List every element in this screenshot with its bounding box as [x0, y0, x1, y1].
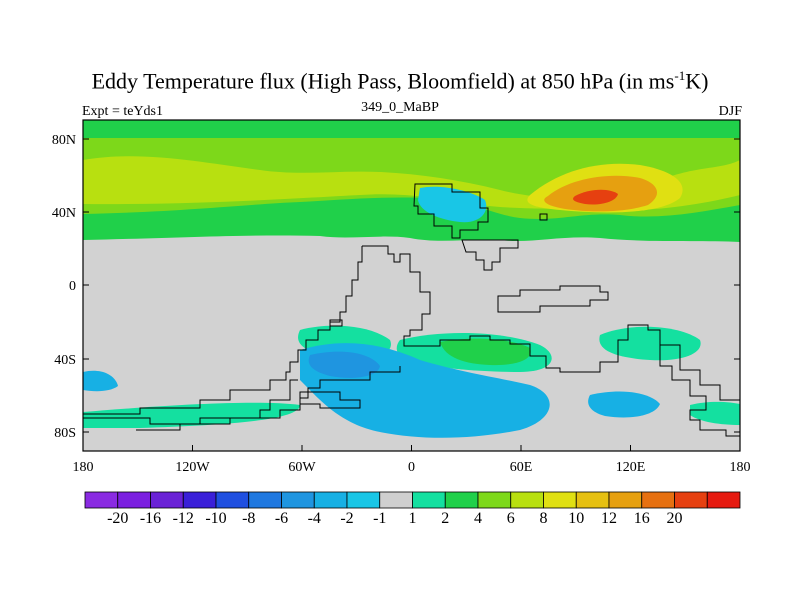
colorbar-label: 20	[666, 510, 683, 527]
colorbar-label: 8	[539, 510, 548, 527]
coastline-australia	[659, 345, 740, 437]
lat-tick-label: 0	[69, 279, 76, 294]
colorbar-swatch	[477, 491, 512, 509]
colorbar-label: 4	[474, 510, 482, 527]
coastline-main	[362, 245, 740, 401]
latitude-ticks: 80N 40N 0 40S 80S	[52, 133, 740, 441]
colorbar-label: 6	[506, 510, 515, 527]
colorbar-swatch	[444, 491, 479, 509]
lon-tick-label: 0	[408, 460, 415, 475]
colorbar-swatch	[313, 491, 348, 509]
colorbar-swatch	[379, 491, 413, 509]
coastline-asia	[461, 239, 519, 271]
flux-region-neg-3	[588, 391, 660, 418]
colorbar-label: 1	[408, 510, 417, 527]
map-panel	[83, 120, 740, 451]
colorbar-swatch	[150, 491, 184, 509]
colorbar-swatch	[674, 491, 708, 509]
colorbar-label: -6	[274, 510, 289, 527]
lon-tick-label: 180	[730, 460, 751, 475]
flux-region-8	[527, 163, 683, 213]
lat-tick-label: 40S	[54, 353, 76, 368]
lon-tick-label: 60E	[510, 460, 533, 475]
coastline-europe	[413, 183, 489, 239]
flux-region-neg-4	[308, 351, 380, 378]
flux-region-12	[544, 175, 658, 212]
flux-region-neg-5	[83, 370, 118, 392]
title-main: Eddy Temperature flux (High Pass, Bloomf…	[91, 68, 675, 94]
lon-tick-label: 180	[73, 460, 94, 475]
lon-tick-label: 60W	[288, 460, 316, 475]
flux-region-s4	[599, 326, 701, 361]
coastline-islet	[329, 319, 343, 327]
colorbar-swatch	[543, 491, 577, 509]
season-label: DJF	[718, 104, 742, 119]
map-subtitle: 349_0_MaBP	[361, 100, 439, 115]
flux-region-4	[83, 138, 740, 219]
flux-region-s1	[298, 325, 391, 359]
longitude-ticks: 180 120W 60W 0 60E 120E 180	[73, 445, 751, 475]
colorbar-label: -20	[107, 510, 129, 527]
colorbar-swatch	[412, 491, 446, 509]
title-end: K)	[685, 68, 709, 94]
coastline-island-2	[497, 285, 609, 313]
colorbar-label: 12	[601, 510, 617, 527]
lat-tick-label: 80S	[54, 426, 76, 441]
colorbar-label: -10	[205, 510, 227, 527]
flux-region-s2	[396, 333, 552, 372]
coastline-south-america	[83, 246, 363, 415]
flux-region-6	[83, 156, 740, 211]
colorbar-swatch	[248, 491, 282, 509]
flux-region-s5	[83, 402, 300, 428]
coastline-island	[539, 213, 548, 221]
coastline-antarctica	[83, 366, 401, 425]
colorbar-label: -16	[139, 510, 162, 527]
colorbar-label: -2	[340, 510, 354, 527]
colorbar-swatch	[84, 491, 119, 509]
colorbar-label: 10	[568, 510, 585, 527]
lat-tick-label: 80N	[52, 133, 76, 148]
colorbar	[84, 491, 741, 509]
colorbar-swatch	[182, 491, 217, 509]
colorbar-label: -4	[307, 510, 321, 527]
flux-region-s3	[440, 338, 531, 366]
flux-region-s6	[690, 401, 740, 425]
colorbar-label: -8	[242, 510, 256, 527]
colorbar-label: -1	[373, 510, 387, 527]
title-superscript: -1	[674, 68, 686, 83]
colorbar-label: 2	[441, 510, 450, 527]
flux-region-neg-1	[418, 186, 487, 223]
colorbar-label: 16	[633, 510, 650, 527]
map-title: Eddy Temperature flux (High Pass, Bloomf…	[0, 68, 800, 94]
map-frame	[82, 119, 741, 452]
flux-region-2	[83, 120, 740, 242]
colorbar-swatch	[117, 491, 151, 509]
background-fill	[83, 120, 740, 451]
colorbar-swatch	[575, 491, 610, 509]
lat-tick-label: 40N	[52, 206, 76, 221]
colorbar-label: -12	[172, 510, 194, 527]
coastline-antarctic-peninsula	[299, 391, 361, 409]
flux-region-neg-2	[300, 343, 550, 438]
colorbar-swatch	[608, 491, 643, 509]
colorbar-swatch	[706, 491, 741, 509]
colorbar-swatch	[641, 491, 675, 509]
coastline-south	[136, 379, 298, 431]
lon-tick-label: 120E	[616, 460, 646, 475]
experiment-label: Expt = teYds1	[82, 104, 163, 119]
flux-region-20	[573, 189, 618, 205]
colorbar-swatch	[281, 491, 315, 509]
lon-tick-label: 120W	[175, 460, 210, 475]
colorbar-swatch	[510, 491, 544, 509]
colorbar-swatch	[215, 491, 250, 509]
colorbar-swatch	[346, 491, 381, 509]
coastlines	[83, 183, 740, 437]
